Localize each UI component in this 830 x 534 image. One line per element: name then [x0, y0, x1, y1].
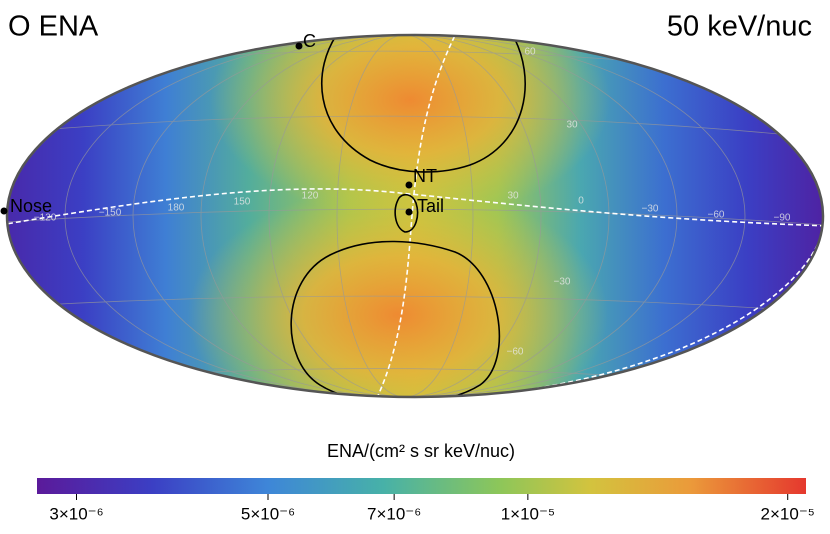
marker-label: C: [303, 31, 316, 51]
title: O ENA: [8, 11, 99, 43]
marker-dot: [405, 208, 413, 216]
grid-label: −60: [708, 210, 725, 221]
marker-dot: [405, 181, 413, 189]
grid-label: 30: [566, 120, 578, 131]
colorbar-tick-label: 7×10⁻⁶: [367, 504, 421, 523]
marker-label: Tail: [417, 196, 444, 216]
contours: [290, 35, 526, 397]
colorbar-tick-label: 5×10⁻⁶: [241, 504, 295, 523]
grid-label: −60: [507, 347, 524, 358]
bottom-lobe: [188, 185, 608, 397]
colorbar-tick-label: 3×10⁻⁶: [49, 504, 103, 523]
grid-label: 0: [578, 196, 584, 207]
grid-labels: −120 −150 180 150 120 30 0 −30 −60 −90 60 30 −30 −60: [34, 47, 791, 358]
colorbar-tick-label: 2×10⁻⁵: [761, 504, 815, 523]
grid-label: −30: [554, 277, 571, 288]
grid-label: −30: [642, 204, 659, 215]
marker-label: Nose: [10, 196, 52, 216]
map: [7, 35, 823, 397]
colorbar-tick-label: 1×10⁻⁵: [501, 504, 555, 523]
grid-label: 120: [302, 191, 319, 202]
grid-label: 150: [234, 197, 251, 208]
map-outline: [5, 33, 825, 399]
marker-dot: [295, 42, 303, 50]
grid-label: −150: [99, 208, 122, 219]
markers: C NT Tail Nose: [0, 31, 444, 216]
colorbar-label: ENA/(cm² s sr keV/nuc): [327, 441, 515, 461]
energy-label: 50 keV/nuc: [667, 11, 812, 43]
grid-label: 60: [524, 47, 536, 58]
colorbar-ticks: 3×10⁻⁶ 5×10⁻⁶ 7×10⁻⁶ 1×10⁻⁵ 2×10⁻⁵: [49, 494, 815, 523]
grid-label: −120: [34, 213, 57, 224]
grid-label: 30: [507, 191, 519, 202]
marker-dot: [0, 207, 8, 215]
grid-label: 180: [168, 203, 185, 214]
grid-label: −90: [774, 213, 791, 224]
colorbar: [37, 478, 806, 494]
marker-label: NT: [413, 166, 437, 186]
